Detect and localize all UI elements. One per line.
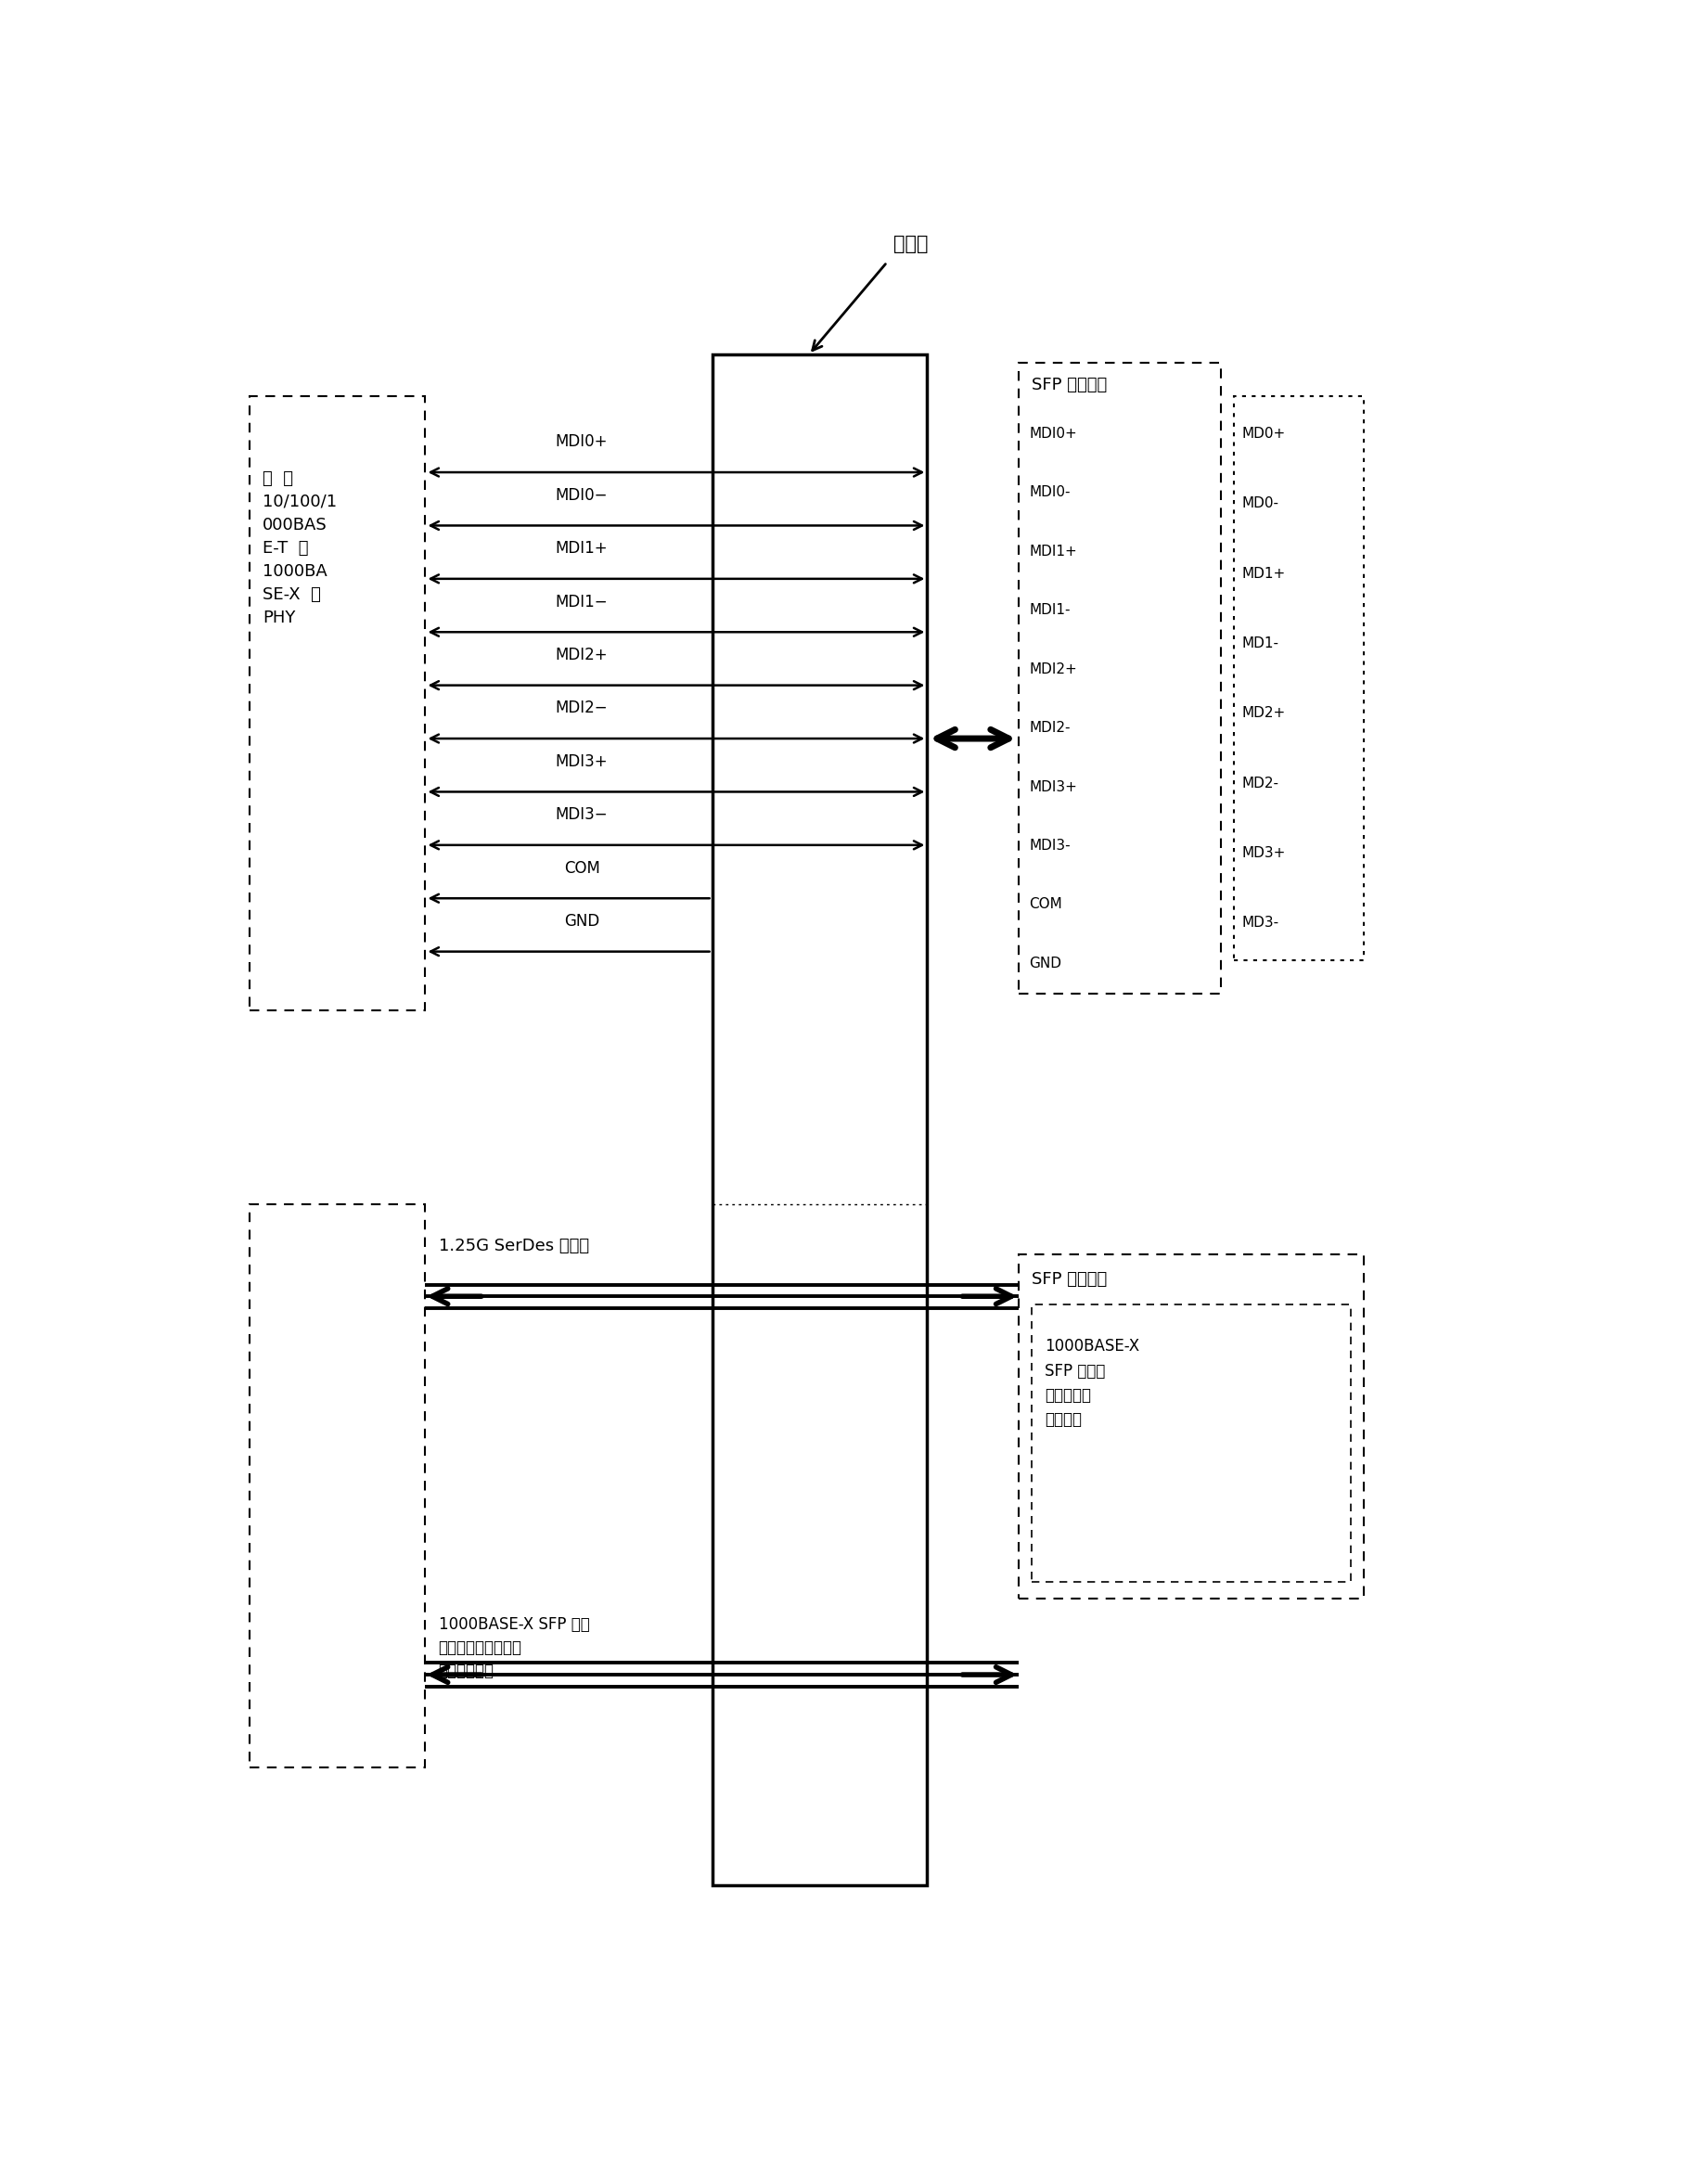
- Text: COM: COM: [1029, 898, 1061, 911]
- Text: 1000BASE-X SFP 光模
块对外标准电信号集
合的其他信号: 1000BASE-X SFP 光模 块对外标准电信号集 合的其他信号: [439, 1616, 589, 1679]
- Text: 连接器: 连接器: [893, 236, 928, 253]
- Text: MDI2-: MDI2-: [1029, 721, 1070, 734]
- Text: MD2+: MD2+: [1241, 705, 1285, 721]
- Text: MDI1−: MDI1−: [555, 594, 607, 609]
- Text: MDI3+: MDI3+: [555, 753, 607, 771]
- Text: MDI2+: MDI2+: [1029, 662, 1076, 677]
- Text: MDI2+: MDI2+: [555, 646, 607, 664]
- Text: MD3+: MD3+: [1241, 845, 1285, 860]
- Text: MD3-: MD3-: [1241, 915, 1278, 930]
- Bar: [249, 397, 426, 1011]
- Text: 1.25G SerDes 信号组: 1.25G SerDes 信号组: [439, 1238, 589, 1254]
- Bar: [1019, 363, 1221, 994]
- Bar: [249, 1203, 426, 1767]
- Text: MDI0−: MDI0−: [555, 487, 607, 505]
- Text: MDI0+: MDI0+: [1029, 426, 1076, 441]
- Text: MDI1-: MDI1-: [1029, 603, 1070, 618]
- Bar: [1031, 1304, 1351, 1581]
- Text: MD0+: MD0+: [1241, 426, 1285, 441]
- Text: MDI3-: MDI3-: [1029, 839, 1070, 852]
- Text: MDI1+: MDI1+: [1029, 544, 1076, 559]
- Text: MDI0-: MDI0-: [1029, 485, 1070, 500]
- Text: 1000BASE-X
SFP 光模块
对外标准电
信号集合: 1000BASE-X SFP 光模块 对外标准电 信号集合: [1045, 1339, 1139, 1428]
- Text: MDI3+: MDI3+: [1029, 780, 1076, 793]
- Text: SFP 电口模块: SFP 电口模块: [1031, 376, 1107, 393]
- Text: GND: GND: [1029, 957, 1061, 970]
- Text: MDI1+: MDI1+: [555, 539, 607, 557]
- Text: COM: COM: [563, 860, 600, 876]
- Bar: [1019, 1254, 1364, 1599]
- Text: MDI2−: MDI2−: [555, 701, 607, 716]
- Text: MD2-: MD2-: [1241, 775, 1278, 791]
- Text: MDI3−: MDI3−: [555, 806, 607, 823]
- Text: SFP 光口模块: SFP 光口模块: [1031, 1271, 1107, 1289]
- Bar: [1233, 397, 1364, 961]
- Text: 支  持
10/100/1
000BAS
E-T  和
1000BA
SE-X  的
PHY: 支 持 10/100/1 000BAS E-T 和 1000BA SE-X 的 …: [262, 470, 336, 627]
- Text: MD1-: MD1-: [1241, 636, 1278, 651]
- Bar: [711, 354, 927, 1885]
- Text: MDI0+: MDI0+: [555, 435, 607, 450]
- Text: GND: GND: [563, 913, 599, 930]
- Text: MD1+: MD1+: [1241, 566, 1285, 581]
- Text: MD0-: MD0-: [1241, 496, 1278, 511]
